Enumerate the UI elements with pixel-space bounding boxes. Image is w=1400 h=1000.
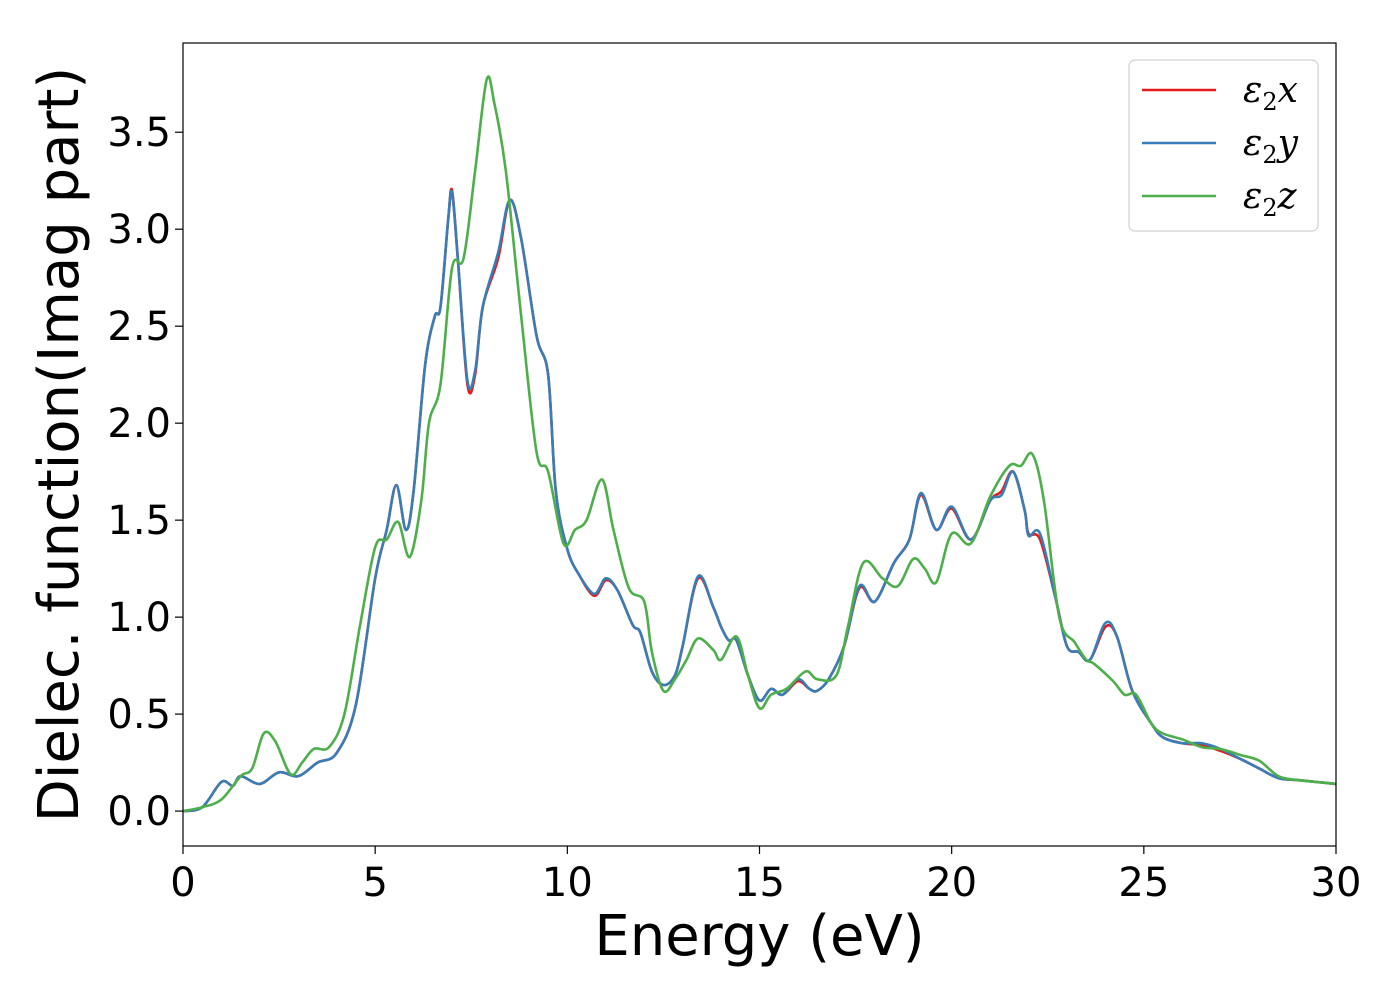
series-layer [183, 75, 1336, 813]
x-tick-label: 20 [926, 860, 977, 906]
y-tick-label: 3.0 [107, 207, 171, 253]
x-tick-label: 0 [170, 860, 195, 906]
legend-box [1128, 59, 1319, 232]
x-tick-label: 15 [734, 860, 785, 906]
x-tick-label: 10 [542, 860, 593, 906]
x-axis-title: Energy (eV) [594, 904, 924, 969]
y-tick-label: 1.5 [107, 498, 171, 544]
x-axis-ticks: 0 5 10 15 20 25 30 [170, 846, 1361, 906]
legend-label-y: ε2y [1243, 123, 1299, 169]
x-tick-label: 30 [1311, 860, 1362, 906]
y-axis-ticks: 0.0 0.5 1.0 1.5 2.0 2.5 3.0 3.5 [107, 110, 183, 835]
y-tick-label: 3.5 [107, 110, 171, 156]
y-tick-label: 2.5 [107, 304, 171, 350]
series-line-y [183, 189, 1336, 813]
legend: ε2x ε2y ε2z [1128, 59, 1319, 232]
y-tick-label: 0.0 [107, 789, 171, 835]
legend-label-x: ε2x [1243, 70, 1298, 116]
series-line-z [183, 75, 1336, 813]
x-tick-label: 5 [362, 860, 387, 906]
y-tick-label: 1.0 [107, 595, 171, 641]
y-axis-title: Dielec. function(Imag part) [27, 67, 92, 823]
y-tick-label: 2.0 [107, 401, 171, 447]
x-tick-label: 25 [1118, 860, 1169, 906]
legend-label-z: ε2z [1243, 176, 1298, 222]
y-tick-label: 0.5 [107, 692, 171, 738]
